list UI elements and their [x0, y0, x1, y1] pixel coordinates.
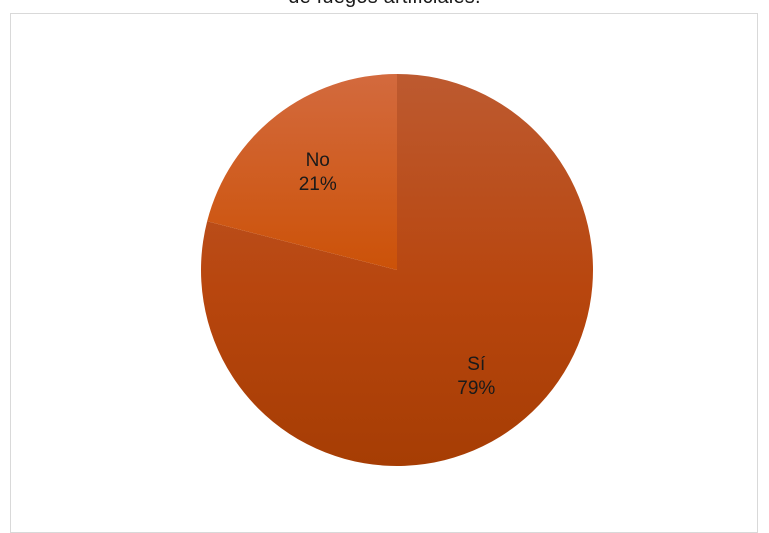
pie-slices: [200, 74, 593, 467]
slice-percent-label: 21%: [299, 174, 337, 195]
pie-chart: Sí 79% No 21%: [200, 74, 593, 467]
pie-labels: Sí 79% No 21%: [299, 150, 496, 399]
slice-category-label: Sí: [467, 354, 486, 375]
chart-title: de fuegos artificiales.: [0, 0, 769, 9]
pie-slice-si: [200, 74, 593, 467]
slice-percent-label: 79%: [457, 378, 495, 399]
pie-slice-no: [207, 74, 397, 270]
slice-category-label: No: [306, 150, 330, 171]
